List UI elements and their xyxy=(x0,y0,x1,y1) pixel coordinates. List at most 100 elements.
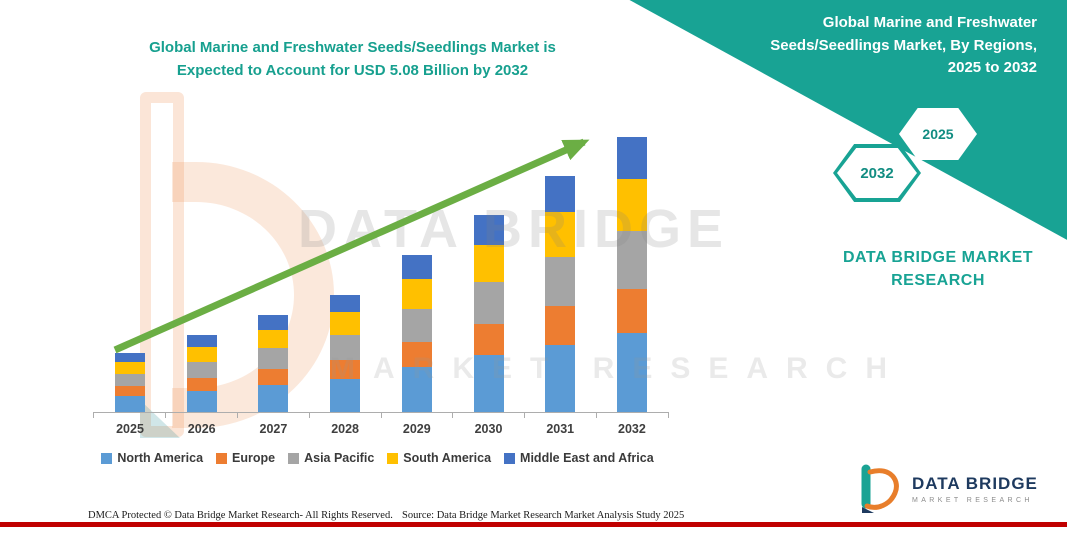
hexagon-2032-fill xyxy=(837,148,917,198)
hexagon-badge-2032: 2032 xyxy=(833,144,921,202)
legend-item-south-america: South America xyxy=(387,451,491,465)
legend-item-europe: Europe xyxy=(216,451,275,465)
bar-segment-north-america xyxy=(545,344,576,413)
hexagon-badge-2025: 2025 xyxy=(899,108,977,160)
watermark-sub-text: MARKET RESEARCH xyxy=(330,352,906,385)
bar-segment-middle-east-and-africa xyxy=(545,176,576,212)
x-label-2029: 2029 xyxy=(402,422,431,436)
dbmr-logo: DATA BRIDGE MARKET RESEARCH xyxy=(858,464,1038,514)
x-axis-tick xyxy=(524,413,526,418)
legend-swatch xyxy=(387,452,399,464)
bar-segment-middle-east-and-africa xyxy=(330,294,361,313)
bar-2028 xyxy=(330,294,361,413)
x-label-2031: 2031 xyxy=(546,422,575,436)
bar-segment-asia-pacific xyxy=(473,282,504,324)
right-panel-title-line1: Global Marine and Freshwater xyxy=(822,14,1037,31)
bar-2027 xyxy=(258,315,289,413)
bar-segment-asia-pacific xyxy=(330,334,361,360)
bar-segment-asia-pacific xyxy=(258,348,289,369)
dbmr-wordmark-line1: DATA BRIDGE MARKET xyxy=(842,249,1034,266)
legend-label: Europe xyxy=(232,451,276,465)
bar-segment-asia-pacific xyxy=(401,309,432,343)
bar-segment-asia-pacific xyxy=(186,361,217,379)
bar-segment-europe xyxy=(258,368,289,385)
chart-title: Global Marine and Freshwater Seeds/Seedl… xyxy=(95,36,610,83)
dbmr-logo-texts: DATA BRIDGE MARKET RESEARCH xyxy=(912,474,1038,504)
bar-segment-north-america xyxy=(616,333,647,413)
x-axis-tick xyxy=(308,413,310,418)
x-label-2025: 2025 xyxy=(116,422,144,436)
bar-segment-north-america xyxy=(401,367,432,413)
bar-segment-middle-east-and-africa xyxy=(115,353,145,363)
x-axis-tick xyxy=(93,413,94,418)
bar-2031 xyxy=(545,176,576,413)
bar-segment-asia-pacific xyxy=(545,256,576,307)
footer-dmca-text: DMCA Protected © Data Bridge Market Rese… xyxy=(88,510,393,521)
right-panel-title-line3: 2025 to 2032 xyxy=(947,59,1037,76)
watermark-brand-text: DATA BRIDGE xyxy=(298,199,729,259)
hexagon-2025-fill xyxy=(903,112,973,156)
dbmr-wordmark-line2: RESEARCH xyxy=(891,272,985,290)
stacked-bar-chart xyxy=(97,103,665,413)
bar-2029 xyxy=(401,255,432,413)
right-panel-title: Global Marine and Freshwater Seeds/Seedl… xyxy=(737,12,1037,80)
legend-item-north-america: North America xyxy=(101,451,203,465)
legend-swatch xyxy=(288,452,300,464)
bar-2032 xyxy=(616,136,647,413)
legend-label: North America xyxy=(117,451,204,465)
bottom-red-rule xyxy=(0,522,1067,527)
hexagon-2025-label: 2025 xyxy=(922,126,954,142)
dbmr-wordmark: DATA BRIDGE MARKET RESEARCH xyxy=(828,246,1048,292)
bar-segment-south-america xyxy=(616,178,647,231)
legend-label: South America xyxy=(403,451,492,465)
x-label-2028: 2028 xyxy=(331,422,360,436)
x-axis-tick xyxy=(668,413,669,418)
bar-2025 xyxy=(115,353,145,413)
bar-segment-south-america xyxy=(330,312,361,335)
x-label-2030: 2030 xyxy=(474,422,503,436)
x-axis-tick xyxy=(380,413,382,418)
bar-segment-south-america xyxy=(258,329,289,349)
bar-segment-asia-pacific xyxy=(616,230,647,290)
legend-label: Asia Pacific xyxy=(304,451,375,465)
legend-item-asia-pacific: Asia Pacific xyxy=(288,451,374,465)
bar-segment-south-america xyxy=(545,211,576,257)
x-axis-labels: 2025 2026 2027 2028 2029 2030 2031 2032 xyxy=(97,422,665,436)
bar-segment-europe xyxy=(616,289,647,334)
dbmr-logo-tagline: MARKET RESEARCH xyxy=(912,497,1033,504)
bar-segment-north-america xyxy=(330,378,361,413)
x-axis-tick xyxy=(236,413,238,418)
bar-segment-europe xyxy=(401,342,432,368)
bar-segment-north-america xyxy=(473,355,504,413)
right-panel-title-line2: Seeds/Seedlings Market, By Regions, xyxy=(770,36,1037,54)
bar-segment-middle-east-and-africa xyxy=(616,136,647,179)
bar-segment-middle-east-and-africa xyxy=(186,335,217,348)
legend-swatch xyxy=(101,452,113,464)
bar-segment-north-america xyxy=(186,390,217,413)
chart-legend: North America Europe Asia Pacific South Ame… xyxy=(85,451,670,465)
x-axis-tick xyxy=(164,413,166,418)
x-axis-ticks xyxy=(93,413,669,418)
bar-segment-south-america xyxy=(186,347,217,362)
x-label-2027: 2027 xyxy=(259,422,288,436)
bar-segment-asia-pacific xyxy=(115,373,145,386)
bar-segment-europe xyxy=(330,359,361,379)
footer-source-text: Source: Data Bridge Market Research Mark… xyxy=(402,510,685,521)
hexagon-2032-label: 2032 xyxy=(860,164,894,182)
x-axis-tick xyxy=(596,413,598,418)
chart-title-line1: Global Marine and Freshwater Seeds/Seedl… xyxy=(149,39,556,56)
legend-swatch xyxy=(504,452,516,464)
bar-segment-middle-east-and-africa xyxy=(473,214,504,245)
chart-title-line2: Expected to Account for USD 5.08 Billion… xyxy=(176,62,529,80)
bar-segment-south-america xyxy=(115,362,145,374)
legend-swatch xyxy=(216,452,228,464)
bar-segment-south-america xyxy=(473,244,504,283)
watermark-logo-triangle xyxy=(140,400,180,438)
bar-segment-middle-east-and-africa xyxy=(401,255,432,280)
bar-2026 xyxy=(186,335,217,413)
bar-segment-europe xyxy=(186,378,217,391)
dbmr-logo-brand: DATA BRIDGE xyxy=(912,474,1038,493)
x-axis-line xyxy=(93,412,669,413)
bar-segment-europe xyxy=(545,306,576,345)
